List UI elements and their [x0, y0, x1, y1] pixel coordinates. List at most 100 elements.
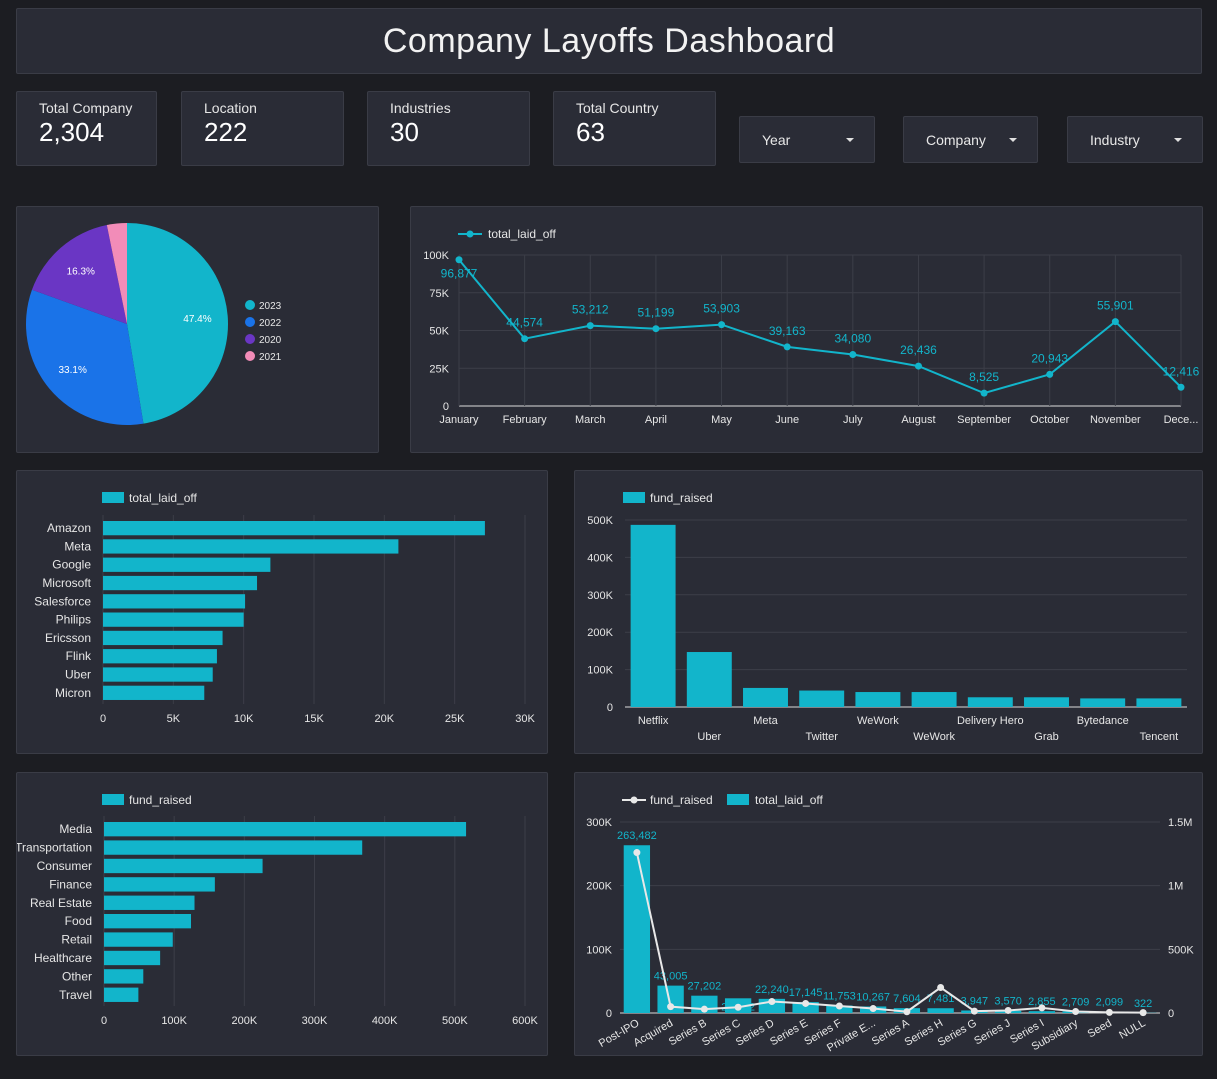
- data-point: [1072, 1007, 1080, 1015]
- pie-slice-label: 47.4%: [183, 314, 211, 325]
- data-label: 43,005: [654, 971, 688, 983]
- bar: [104, 987, 139, 1002]
- y-tick-label: 0: [607, 702, 613, 714]
- caret-down-icon: [846, 137, 854, 142]
- pie-slice: [31, 225, 128, 324]
- bar: [967, 697, 1013, 707]
- page-title: Company Layoffs Dashboard: [382, 21, 836, 60]
- y-category-label: Flink: [66, 649, 92, 663]
- series-line: [458, 259, 1182, 395]
- y-category-label: Meta: [64, 539, 91, 553]
- data-label: 12,416: [1163, 364, 1200, 378]
- kpi-value: 2,304: [39, 117, 105, 147]
- bar: [104, 914, 192, 929]
- bar: [927, 1008, 954, 1013]
- data-label: 8,525: [969, 370, 999, 384]
- bar: [686, 652, 732, 707]
- title-bar: Company Layoffs Dashboard: [16, 8, 1202, 74]
- legend-label: total_laid_off: [488, 227, 557, 241]
- x-tick-label: Series J: [972, 1017, 1012, 1047]
- y-tick-label-right: 1M: [1168, 881, 1183, 893]
- data-label: 3,570: [994, 996, 1022, 1008]
- x-tick-label: March: [575, 414, 606, 426]
- x-tick-label: 25K: [445, 713, 465, 725]
- bar: [103, 521, 485, 536]
- year-pie-chart-panel: 47.4% 2023 33.1% 2022 16.3% 2020 2021: [16, 206, 379, 453]
- x-tick-label: Delivery Hero: [957, 715, 1024, 727]
- legend-marker: [245, 351, 255, 361]
- x-tick-label: 0: [100, 713, 106, 725]
- x-tick-label: 20K: [375, 713, 395, 725]
- bar: [103, 667, 213, 682]
- data-label: 53,212: [572, 303, 609, 317]
- data-label: 39,163: [769, 324, 806, 338]
- data-point: [903, 1008, 911, 1016]
- data-point: [1177, 383, 1185, 391]
- data-point: [783, 343, 791, 351]
- y-tick-label-left: 300K: [586, 817, 612, 829]
- y-tick-label-left: 0: [606, 1008, 612, 1020]
- x-tick-label: July: [843, 414, 863, 426]
- data-point: [835, 1002, 843, 1010]
- data-label: 53,903: [703, 302, 740, 316]
- data-point: [718, 321, 726, 329]
- fund-company-chart-panel: 0 100K 200K 300K 400K 500K Netflix Uber Meta Twit…: [574, 470, 1203, 754]
- x-tick-label: October: [1030, 414, 1069, 426]
- legend-marker: [245, 334, 255, 344]
- x-tick-label: August: [901, 414, 935, 426]
- y-category-label: Real Estate: [30, 896, 92, 910]
- industry-filter-dropdown[interactable]: Industry: [1067, 116, 1203, 163]
- pie-slice: [106, 223, 127, 324]
- y-tick-label-left: 100K: [586, 944, 612, 956]
- y-tick-label-right: 500K: [1168, 944, 1194, 956]
- y-category-label: Transportation: [17, 841, 92, 855]
- x-tick-label: 400K: [372, 1015, 398, 1027]
- bar: [103, 630, 223, 646]
- legend-label: 2023: [259, 301, 282, 312]
- bar: [104, 840, 363, 855]
- legend-label: 2020: [259, 335, 282, 346]
- legend-label: 2021: [259, 352, 282, 363]
- x-tick-label: Bytedance: [1077, 715, 1129, 727]
- x-tick-label: Grab: [1034, 731, 1058, 743]
- caret-down-icon: [1009, 137, 1017, 142]
- x-tick-label: 15K: [304, 713, 324, 725]
- dropdown-label: Company: [926, 131, 986, 148]
- bar: [911, 692, 957, 707]
- data-point: [734, 1003, 742, 1011]
- bar: [103, 575, 258, 591]
- x-tick-label: Netflix: [638, 715, 669, 727]
- legend-marker: [102, 794, 124, 805]
- data-point: [980, 389, 988, 397]
- x-tick-label: 600K: [512, 1015, 538, 1027]
- bar: [104, 858, 263, 874]
- legend-marker: [727, 794, 749, 805]
- x-tick-label: 0: [101, 1015, 107, 1027]
- year-filter-dropdown[interactable]: Year: [739, 116, 875, 163]
- data-label: 11,753: [823, 991, 856, 1003]
- data-label: 2,709: [1062, 996, 1090, 1008]
- x-tick-label: Uber: [697, 731, 721, 743]
- bar: [104, 877, 215, 892]
- kpi-total-company: Total Company 2,304: [16, 91, 157, 166]
- y-tick-label: 75K: [429, 288, 449, 300]
- data-label: 20,943: [1031, 351, 1068, 365]
- y-tick-label: 300K: [587, 590, 613, 602]
- data-label: 2,099: [1096, 997, 1124, 1009]
- data-point: [455, 256, 463, 264]
- bar: [1080, 698, 1126, 707]
- company-filter-dropdown[interactable]: Company: [903, 116, 1038, 163]
- bar: [103, 557, 271, 572]
- bar: [1028, 1011, 1056, 1013]
- data-point: [849, 351, 857, 359]
- y-category-label: Healthcare: [34, 951, 92, 965]
- y-category-label: Retail: [61, 933, 92, 947]
- pie-slice: [25, 289, 144, 425]
- bar: [104, 822, 467, 837]
- data-point: [1004, 1006, 1012, 1014]
- x-tick-label: May: [711, 414, 732, 426]
- x-tick-label: 30K: [515, 713, 535, 725]
- data-label: 322: [1134, 998, 1152, 1010]
- data-point: [869, 1005, 877, 1013]
- series-line: [635, 852, 1144, 1014]
